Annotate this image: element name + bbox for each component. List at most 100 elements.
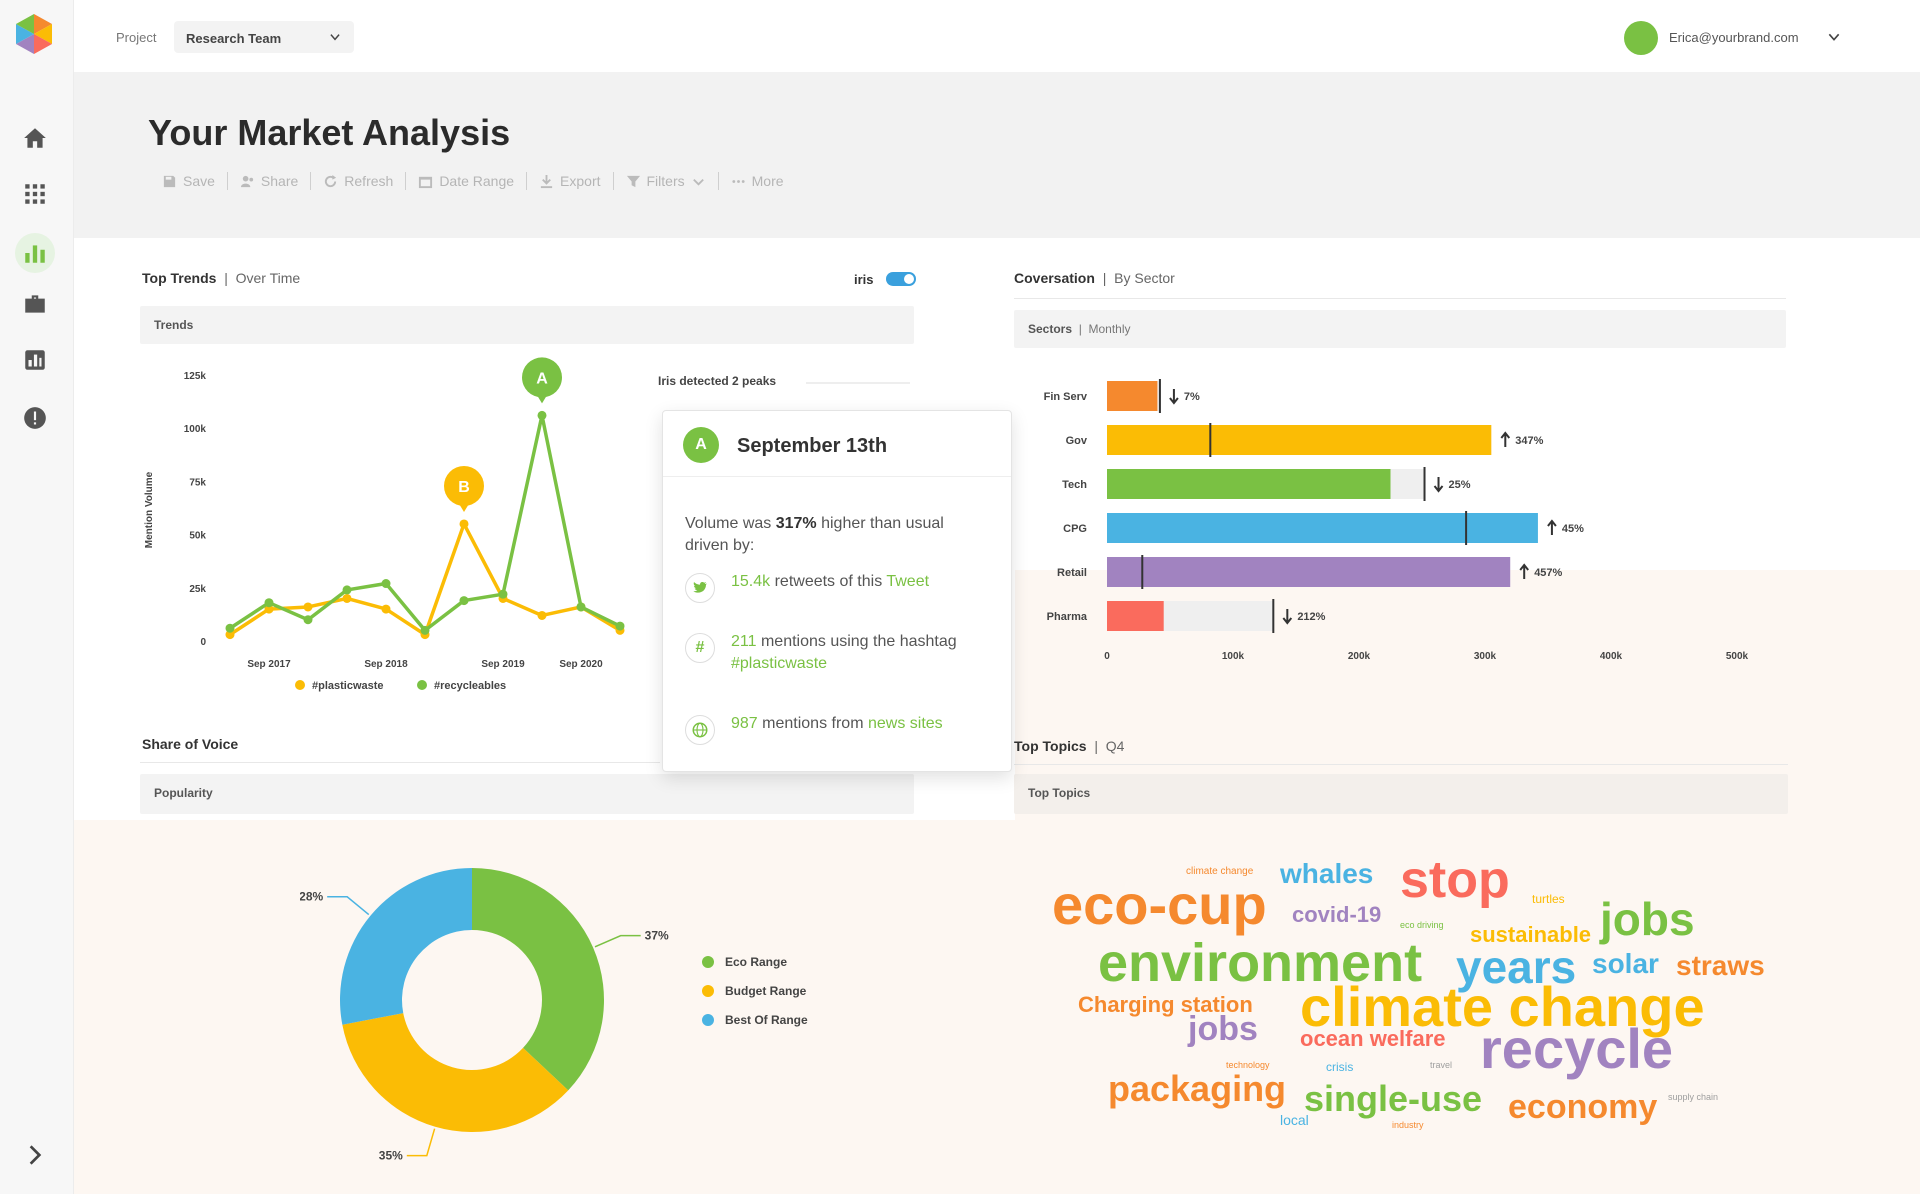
word-cloud-term[interactable]: years	[1456, 941, 1577, 993]
nav-apps[interactable]	[19, 178, 51, 210]
arrow-up-icon	[1547, 519, 1557, 535]
peak-marker-B	[444, 465, 484, 506]
peak-date: September 13th	[737, 435, 888, 457]
word-cloud-term[interactable]: sustainable	[1470, 922, 1592, 947]
export-button[interactable]: Export	[527, 173, 612, 189]
data-point	[225, 630, 235, 640]
data-point	[537, 410, 547, 420]
download-icon	[540, 174, 553, 188]
word-cloud-term[interactable]: straws	[1676, 950, 1765, 981]
tweet-link[interactable]: Tweet	[886, 573, 930, 590]
nav-alerts[interactable]	[19, 402, 51, 434]
bar-target-marker	[1465, 511, 1468, 545]
legend-label: Best Of Range	[725, 1013, 808, 1027]
word-cloud-term[interactable]: covid-19	[1292, 902, 1382, 927]
word-cloud-term[interactable]: eco driving	[1400, 920, 1444, 930]
share-label: Share	[260, 173, 299, 189]
hashtag-icon: #	[685, 633, 715, 663]
slice-percent-label: 28%	[300, 890, 323, 904]
nav-home[interactable]	[19, 122, 51, 154]
x-tick-label: 200k	[1348, 651, 1371, 662]
more-button[interactable]: More	[719, 173, 796, 189]
user-avatar[interactable]	[1624, 21, 1658, 55]
x-tick-label: Sep 2018	[364, 659, 408, 670]
refresh-button[interactable]: Refresh	[311, 173, 405, 189]
user-menu-chevron-icon[interactable]	[1826, 29, 1842, 45]
news-mid: mentions from	[757, 715, 868, 732]
bar-target-marker	[1209, 423, 1212, 457]
data-point	[420, 625, 430, 635]
peaks-rule	[806, 382, 910, 384]
project-select[interactable]: Research Team	[174, 21, 354, 53]
nav-briefcase[interactable]	[19, 288, 51, 320]
save-button[interactable]: Save	[150, 173, 227, 189]
calendar-icon	[419, 176, 433, 188]
hashtag-mid: mentions using the hashtag	[756, 633, 957, 650]
word-cloud-term[interactable]: supply chain	[1668, 1092, 1719, 1102]
bar-target-marker	[1141, 555, 1144, 589]
word-cloud-term[interactable]: eco-cup	[1052, 873, 1267, 936]
peak-badge: A	[683, 427, 719, 463]
desc-pre: Volume was	[685, 515, 776, 532]
news-link[interactable]: news sites	[867, 715, 943, 732]
hashtag-link[interactable]: #plasticwaste	[731, 655, 828, 672]
word-cloud-term[interactable]: stop	[1400, 851, 1510, 909]
filters-button[interactable]: Filters	[614, 173, 718, 189]
word-cloud-term[interactable]: solar	[1592, 948, 1659, 979]
x-tick-label: Sep 2019	[481, 659, 525, 670]
legend-swatch	[702, 1014, 714, 1026]
word-cloud-term[interactable]: ocean welfare	[1300, 1026, 1446, 1051]
bar-category-label: Tech	[1062, 479, 1087, 491]
nav-analytics[interactable]	[15, 233, 55, 273]
bar-retail	[1107, 557, 1511, 587]
word-cloud-term[interactable]: jobs	[1188, 1010, 1258, 1048]
word-cloud-term[interactable]: climate change	[1186, 866, 1254, 877]
share-button[interactable]: Share	[228, 173, 310, 189]
arrow-up-icon	[1500, 431, 1511, 447]
y-tick-label: 50k	[189, 531, 206, 542]
nav-reports[interactable]	[19, 344, 51, 376]
conversation-title: Coversation | By Sector	[1014, 270, 1175, 286]
data-point	[264, 604, 274, 614]
hashtag-text: 211 mentions using the hashtag #plasticw…	[731, 631, 995, 675]
top-topics-title-text: Top Topics	[1014, 738, 1087, 754]
iris-toggle[interactable]	[886, 272, 916, 286]
bar-gov	[1107, 425, 1492, 455]
date-range-button[interactable]: Date Range	[406, 173, 526, 189]
topics-word-cloud: climate change whales stop eco-cup covid-19 t…	[1040, 850, 1820, 1150]
data-point	[576, 602, 586, 612]
bar-target-marker	[1423, 467, 1426, 501]
word-cloud-term[interactable]: economy	[1508, 1088, 1658, 1126]
sectors-bar: Sectors | Monthly	[1014, 310, 1786, 348]
word-cloud-term[interactable]: environment	[1098, 933, 1423, 993]
word-cloud-term[interactable]: travel	[1430, 1060, 1453, 1070]
word-cloud-term[interactable]: jobs	[1600, 893, 1695, 945]
word-cloud-term[interactable]: single-use	[1304, 1078, 1483, 1119]
legend-label: #recycleables	[434, 680, 506, 692]
chevron-right-icon[interactable]	[22, 1142, 48, 1168]
word-cloud-term[interactable]: industry	[1392, 1120, 1424, 1130]
peak-marker-label: B	[458, 479, 470, 496]
slice-leader-line	[406, 1128, 436, 1157]
word-cloud-term[interactable]: climate change	[1300, 975, 1705, 1038]
word-cloud-term[interactable]: whales	[1280, 858, 1374, 889]
data-point	[459, 596, 469, 606]
legend-swatch	[702, 985, 714, 997]
bar-divider: |	[1075, 322, 1089, 336]
word-cloud-term[interactable]: turtles	[1532, 892, 1565, 906]
x-tick-label: Sep 2017	[247, 659, 291, 670]
word-cloud-term[interactable]: recycle	[1480, 1017, 1674, 1080]
word-cloud-term[interactable]: technology	[1226, 1060, 1270, 1070]
bar-tech	[1107, 469, 1391, 499]
word-cloud-term[interactable]: crisis	[1326, 1060, 1354, 1074]
app-logo[interactable]	[12, 12, 56, 56]
top-topics-subtitle: Q4	[1105, 738, 1125, 754]
top-trends-subtitle: Over Time	[235, 270, 301, 286]
data-point	[459, 519, 469, 529]
y-tick-label: 75k	[189, 477, 206, 488]
word-cloud-term[interactable]: Charging station	[1078, 992, 1253, 1017]
word-cloud-term[interactable]: local	[1280, 1112, 1309, 1128]
user-email[interactable]: Erica@yourbrand.com	[1669, 30, 1799, 45]
word-cloud-term[interactable]: packaging	[1108, 1068, 1287, 1109]
y-tick-label: 0	[200, 637, 206, 648]
